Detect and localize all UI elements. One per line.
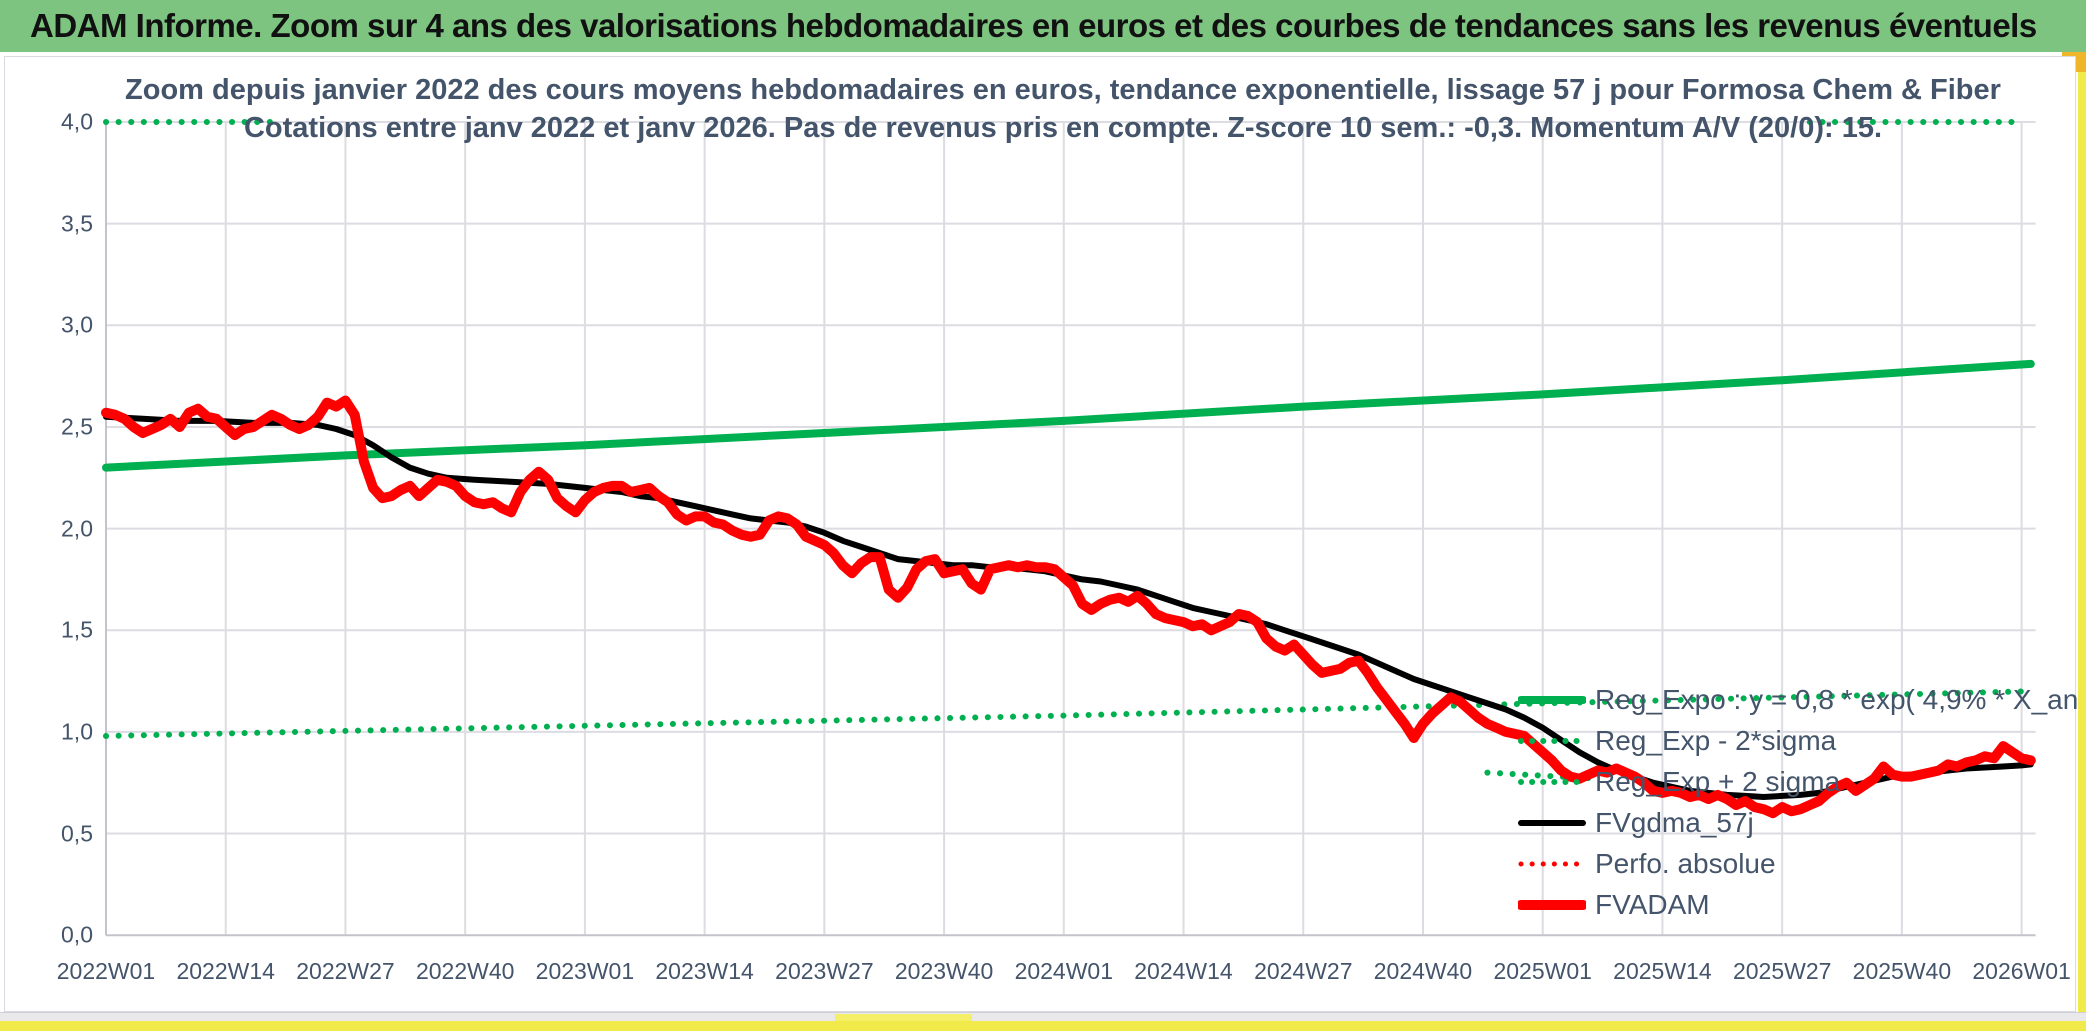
x-tick-label: 2022W40 bbox=[415, 958, 515, 984]
yellow-tab-segment bbox=[835, 1014, 972, 1021]
y-tick-label: 2,0 bbox=[61, 515, 93, 542]
y-tick-label: 4,0 bbox=[61, 108, 93, 135]
legend-label: Reg_Expo : y = 0,8 * exp( 4,9% * X_an ) bbox=[1595, 684, 2086, 715]
x-tick-label: 2022W01 bbox=[56, 958, 156, 984]
legend-swatch-dotted-line bbox=[1518, 861, 1586, 867]
report-header-band: ADAM Informe. Zoom sur 4 ans des valoris… bbox=[0, 0, 2086, 52]
x-tick-label: 2025W40 bbox=[1852, 958, 1952, 984]
legend-label: FVgdma_57j bbox=[1595, 807, 1754, 838]
y-tick-label: 3,0 bbox=[61, 311, 93, 338]
x-tick-label: 2022W27 bbox=[296, 958, 395, 984]
x-tick-label: 2024W40 bbox=[1373, 958, 1473, 984]
y-tick-label: 0,5 bbox=[61, 820, 93, 846]
x-tick-label: 2025W14 bbox=[1613, 958, 1712, 984]
x-tick-label: 2024W14 bbox=[1134, 958, 1233, 984]
yellow-edge-strip-right bbox=[2078, 72, 2086, 1031]
x-tick-label: 2025W01 bbox=[1493, 958, 1592, 984]
chart-title-line1: Zoom depuis janvier 2022 des cours moyen… bbox=[125, 74, 2001, 106]
legend-swatch-line bbox=[1518, 696, 1586, 704]
y-tick-label: 1,0 bbox=[61, 718, 93, 745]
x-tick-label: 2025W27 bbox=[1732, 958, 1832, 984]
legend-label: Reg_Exp + 2 sigma bbox=[1595, 766, 1841, 797]
x-tick-label: 2023W40 bbox=[894, 958, 994, 984]
legend-swatch-dotted-line bbox=[1518, 738, 1586, 744]
chart-title-line2: Cotations entre janv 2022 et janv 2026. … bbox=[243, 112, 1883, 144]
x-tick-label: 2023W14 bbox=[655, 958, 754, 984]
series-Reg_Exp_minus_2sigma bbox=[103, 688, 2034, 739]
legend-item-reg-exp-plus-2sigma: Reg_Exp + 2 sigma bbox=[1518, 762, 1840, 802]
x-tick-label: 2022W14 bbox=[176, 958, 275, 984]
bottom-divider-strip bbox=[0, 1012, 2086, 1021]
x-tick-label: 2026W01 bbox=[1972, 958, 2071, 984]
legend-item-reg-exp-minus-2sigma: Reg_Exp - 2*sigma bbox=[1518, 721, 1836, 761]
legend-label: Reg_Exp - 2*sigma bbox=[1595, 725, 1837, 756]
legend-item-fvadam: FVADAM bbox=[1518, 885, 1710, 925]
legend-item-perfo-absolue: Perfo. absolue bbox=[1518, 844, 1776, 884]
x-tick-label: 2024W27 bbox=[1254, 958, 1353, 984]
y-tick-label: 1,5 bbox=[61, 616, 93, 643]
legend-swatch-line bbox=[1518, 820, 1586, 826]
legend-item-fvgdma-57j: FVgdma_57j bbox=[1518, 803, 1754, 843]
legend-swatch-dotted-line bbox=[1518, 779, 1586, 785]
x-tick-label: 2023W27 bbox=[775, 958, 874, 984]
series-FVADAM bbox=[101, 395, 2036, 819]
x-tick-label: 2023W01 bbox=[535, 958, 635, 984]
y-tick-label: 0,0 bbox=[61, 921, 93, 948]
legend-label: FVADAM bbox=[1595, 889, 1710, 920]
legend-item-reg-expo: Reg_Expo : y = 0,8 * exp( 4,9% * X_an ) bbox=[1518, 680, 2086, 720]
yellow-edge-strip-bottom bbox=[0, 1021, 2086, 1031]
chart-canvas bbox=[4, 56, 2076, 1012]
x-tick-label: 2024W01 bbox=[1014, 958, 1114, 984]
legend-label: Perfo. absolue bbox=[1595, 848, 1776, 879]
report-title: ADAM Informe. Zoom sur 4 ans des valoris… bbox=[30, 7, 2037, 44]
y-tick-label: 3,5 bbox=[61, 210, 93, 237]
series-Reg_Expo bbox=[102, 359, 2035, 472]
legend-swatch-thick-line bbox=[1518, 900, 1586, 910]
y-tick-label: 2,5 bbox=[61, 413, 93, 440]
